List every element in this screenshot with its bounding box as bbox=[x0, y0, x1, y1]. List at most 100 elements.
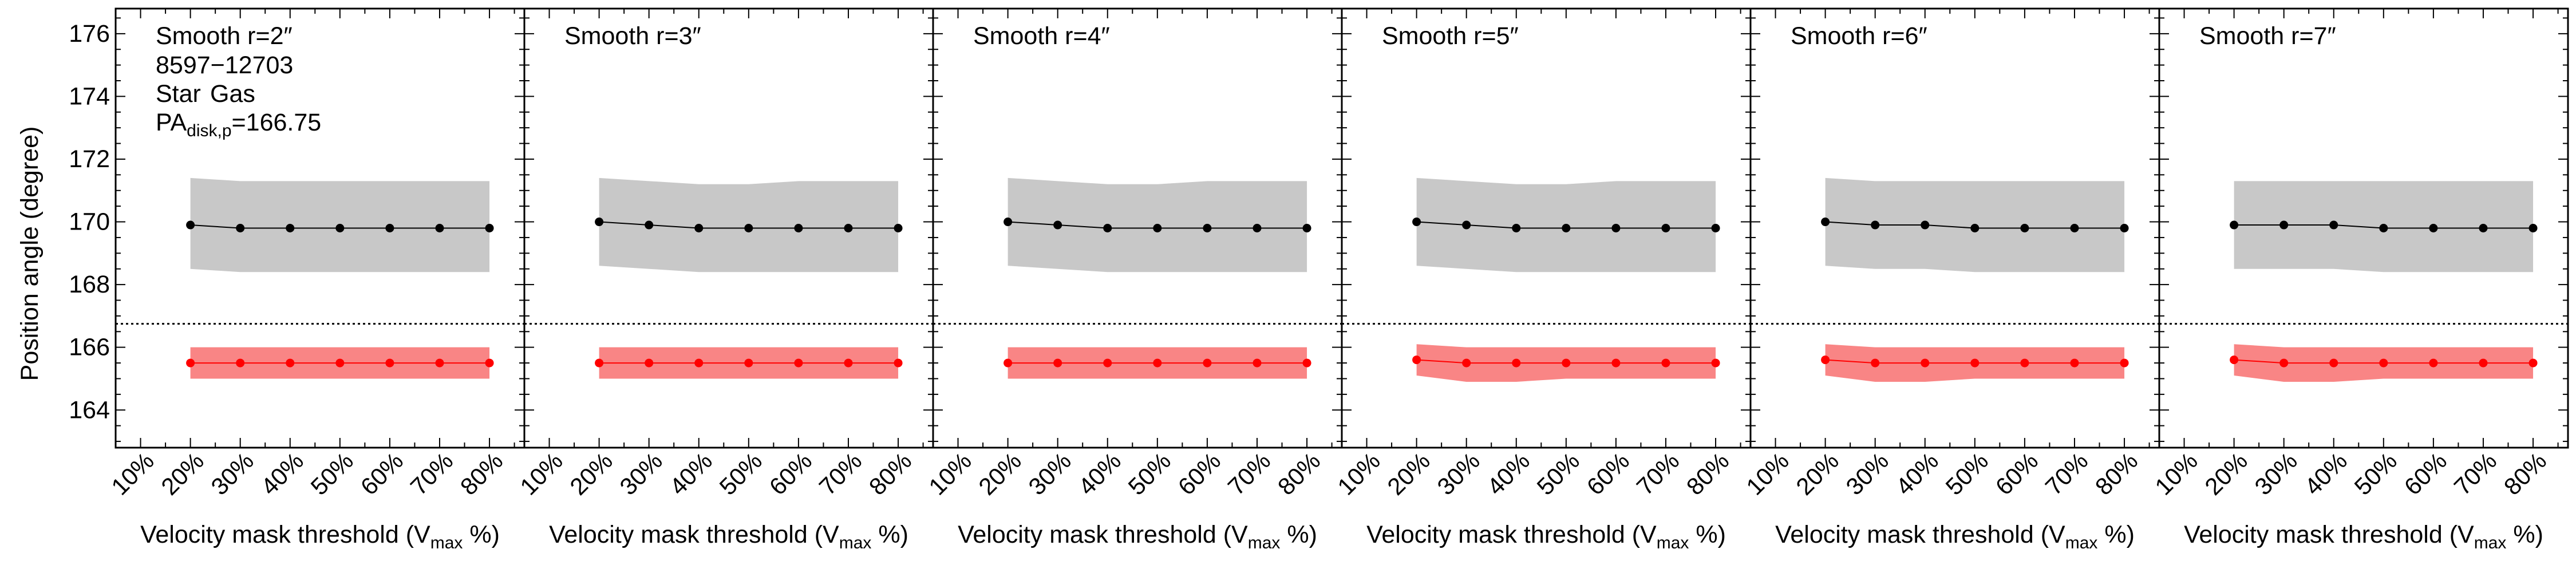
x-tick-label: 70% bbox=[1631, 447, 1685, 500]
y-tick-label: 170 bbox=[69, 208, 110, 236]
x-tick-label: 50% bbox=[714, 447, 768, 500]
star-data-point bbox=[236, 224, 245, 232]
x-tick-label: 20% bbox=[1382, 447, 1435, 500]
x-axis-label: Velocity mask threshold (Vmax %) bbox=[140, 521, 500, 552]
x-tick-label: 40% bbox=[664, 447, 717, 500]
x-tick-label: 30% bbox=[1840, 447, 1894, 500]
gas-data-point bbox=[1821, 355, 1830, 365]
y-tick-label: 166 bbox=[69, 334, 110, 361]
gas-data-point bbox=[1203, 358, 1212, 368]
gas-data-point bbox=[1871, 358, 1880, 368]
gas-data-point bbox=[1412, 355, 1421, 365]
star-data-point bbox=[1821, 218, 1830, 227]
panel-plot-area bbox=[116, 177, 524, 379]
star-data-point bbox=[2279, 220, 2289, 230]
x-tick-label: 80% bbox=[1273, 447, 1326, 500]
star-data-point bbox=[2329, 220, 2338, 230]
gas-data-point bbox=[2379, 358, 2388, 368]
star-data-point bbox=[1203, 224, 1212, 232]
gas-data-point bbox=[485, 358, 494, 368]
x-tick-label: 80% bbox=[2090, 447, 2143, 500]
star-data-point bbox=[1970, 224, 1980, 232]
y-tick-label: 172 bbox=[69, 145, 110, 173]
gas-data-point bbox=[186, 358, 195, 368]
star-data-point bbox=[744, 224, 753, 232]
panel-title: Smooth r=5″ bbox=[1382, 22, 1519, 50]
legend-gas-label: Gas bbox=[210, 80, 255, 108]
x-tick-label: 40% bbox=[2299, 447, 2352, 500]
star-data-point bbox=[1462, 220, 1471, 230]
x-tick-label: 50% bbox=[1532, 447, 1585, 500]
panel-title: Smooth r=4″ bbox=[973, 22, 1110, 50]
gas-data-point bbox=[2528, 358, 2538, 368]
x-tick-label: 10% bbox=[923, 447, 977, 500]
x-tick-label: 50% bbox=[306, 447, 359, 500]
star-data-point bbox=[2528, 224, 2538, 232]
gas-data-point bbox=[2429, 358, 2438, 368]
star-data-point bbox=[1921, 220, 1930, 230]
star-data-point bbox=[1871, 220, 1880, 230]
x-tick-label: 20% bbox=[564, 447, 618, 500]
star-data-point bbox=[286, 224, 295, 232]
gas-data-point bbox=[1711, 358, 1720, 368]
panel-title: Smooth r=7″ bbox=[2199, 22, 2336, 50]
star-data-point bbox=[1253, 224, 1262, 232]
x-tick-label: 10% bbox=[1332, 447, 1385, 500]
gas-data-point bbox=[1921, 358, 1930, 368]
x-tick-label: 40% bbox=[255, 447, 309, 500]
x-tick-label: 70% bbox=[405, 447, 459, 500]
x-tick-label: 50% bbox=[1941, 447, 1994, 500]
gas-data-point bbox=[1003, 358, 1013, 368]
x-tick-label: 10% bbox=[2150, 447, 2203, 500]
star-data-point bbox=[1103, 224, 1112, 232]
star-data-point bbox=[1611, 224, 1621, 232]
x-tick-label: 60% bbox=[1582, 447, 1635, 500]
gas-data-point bbox=[894, 358, 903, 368]
x-tick-label: 60% bbox=[764, 447, 817, 500]
x-axis-label: Velocity mask threshold (Vmax %) bbox=[1366, 521, 1726, 552]
panel-1: 164 166 168 170 172 174 176 10%20%30%40%50%60%7… bbox=[69, 7, 526, 552]
x-tick-label: 80% bbox=[455, 447, 508, 500]
pa-disk-label: PAdisk,p=166.75 bbox=[156, 109, 321, 140]
star-data-point bbox=[2230, 220, 2239, 230]
y-tick-label: 168 bbox=[69, 271, 110, 298]
gas-data-point bbox=[1611, 358, 1621, 368]
x-tick-label: 60% bbox=[355, 447, 409, 500]
gas-data-point bbox=[2120, 358, 2129, 368]
star-data-point bbox=[2020, 224, 2029, 232]
x-tick-label: 50% bbox=[2349, 447, 2403, 500]
panel-title: Smooth r=6″ bbox=[1791, 22, 1927, 50]
x-tick-label: 50% bbox=[1123, 447, 1176, 500]
star-data-point bbox=[435, 224, 444, 232]
star-data-point bbox=[844, 224, 853, 232]
x-axis-label: Velocity mask threshold (Vmax %) bbox=[958, 521, 1317, 552]
star-data-point bbox=[894, 224, 903, 232]
star-data-point bbox=[2479, 224, 2488, 232]
gas-data-point bbox=[1562, 358, 1571, 368]
x-tick-label: 20% bbox=[156, 447, 209, 500]
star-data-point bbox=[1003, 218, 1013, 227]
x-axis-label: Velocity mask threshold (Vmax %) bbox=[549, 521, 908, 552]
gas-data-point bbox=[435, 358, 444, 368]
panel-title: Smooth r=2″ bbox=[156, 22, 293, 50]
x-tick-label: 20% bbox=[2199, 447, 2253, 500]
star-data-point bbox=[485, 224, 494, 232]
x-tick-label: 80% bbox=[864, 447, 917, 500]
panel-2: 10%20%30%40%50%60%70%80% Velocity mask th… bbox=[515, 7, 934, 552]
gas-data-point bbox=[1661, 358, 1670, 368]
x-tick-label: 30% bbox=[614, 447, 667, 500]
star-data-point bbox=[1412, 218, 1421, 227]
gas-data-point bbox=[236, 358, 245, 368]
galaxy-id-label: 8597−12703 bbox=[156, 52, 293, 79]
y-tick-label: 164 bbox=[69, 396, 110, 424]
star-data-point bbox=[595, 218, 604, 227]
star-data-point bbox=[2379, 224, 2388, 232]
gas-data-point bbox=[1053, 358, 1062, 368]
star-data-point bbox=[1711, 224, 1720, 232]
gas-data-point bbox=[744, 358, 753, 368]
gas-data-point bbox=[844, 358, 853, 368]
panel-plot-area bbox=[933, 177, 1342, 379]
panel-plot-area bbox=[1342, 177, 1751, 382]
gas-data-point bbox=[1302, 358, 1311, 368]
